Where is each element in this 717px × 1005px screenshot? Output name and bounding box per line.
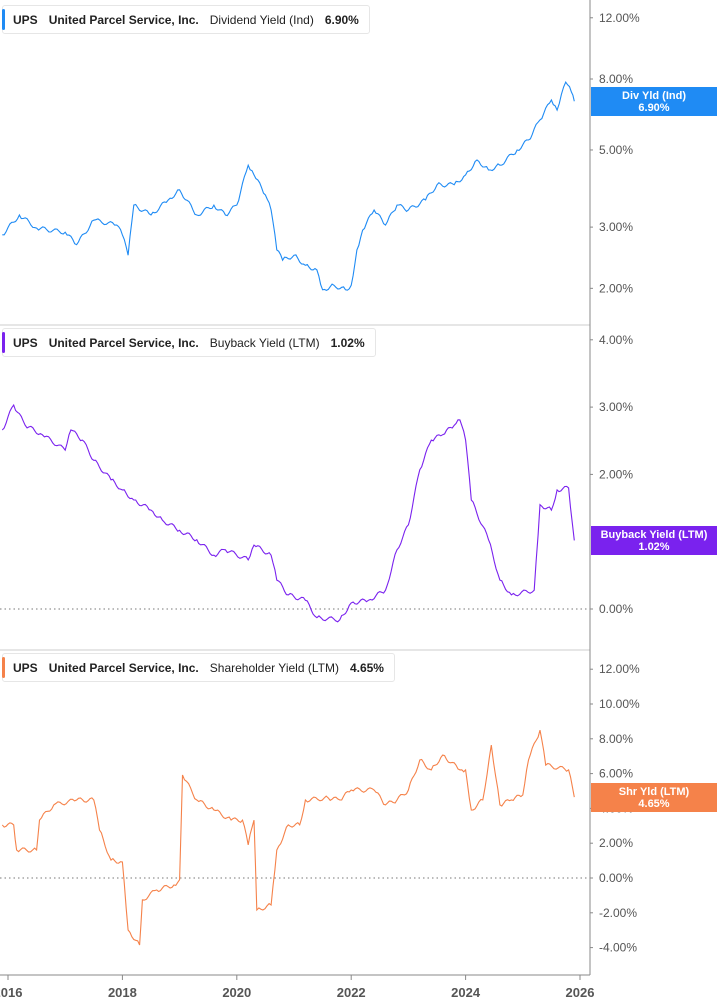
- y-tick-label: 3.00%: [599, 400, 633, 414]
- y-tick-label: 0.00%: [599, 602, 633, 616]
- series-line-dividend: [2, 80, 575, 292]
- y-tick-label: 4.00%: [599, 333, 633, 347]
- series-line-buyback: [1, 403, 575, 623]
- legend-value: 4.65%: [349, 660, 384, 675]
- last-value-tag-buyback: Buyback Yield (LTM) 1.02%: [591, 526, 717, 555]
- y-tick-label: 6.00%: [599, 767, 633, 781]
- legend-metric: Dividend Yield (Ind): [209, 12, 314, 27]
- legend-value: 6.90%: [324, 12, 359, 27]
- legend-ticker: UPS: [13, 335, 38, 350]
- y-tick-label: -4.00%: [599, 941, 637, 955]
- series-line-shareholder: [1, 729, 575, 946]
- legend-ticker: UPS: [13, 660, 38, 675]
- legend-ticker: UPS: [13, 12, 38, 27]
- tag-label: Div Yld (Ind): [622, 90, 686, 102]
- legend-company: United Parcel Service, Inc.: [48, 660, 199, 675]
- y-tick-label: 3.00%: [599, 220, 633, 234]
- legend-buyback: UPS United Parcel Service, Inc. Buyback …: [2, 328, 376, 357]
- tag-value: 4.65%: [638, 798, 670, 810]
- x-tick-label: 2020: [222, 985, 251, 1000]
- y-tick-label: 2.00%: [599, 836, 633, 850]
- tag-value: 1.02%: [638, 541, 670, 553]
- legend-company: United Parcel Service, Inc.: [48, 335, 199, 350]
- y-tick-label: 5.00%: [599, 143, 633, 157]
- x-tick-label: 2022: [337, 985, 366, 1000]
- y-tick-label: 2.00%: [599, 467, 633, 481]
- x-tick-label: 2016: [0, 985, 22, 1000]
- tag-value: 6.90%: [638, 102, 670, 114]
- y-tick-label: 0.00%: [599, 871, 633, 885]
- y-tick-label: 10.00%: [599, 697, 640, 711]
- tag-label: Buyback Yield (LTM): [600, 529, 708, 541]
- y-tick-label: 2.00%: [599, 281, 633, 295]
- y-tick-label: 12.00%: [599, 662, 640, 676]
- legend-color-bar: [2, 657, 5, 678]
- tag-label: Shr Yld (LTM): [618, 786, 690, 798]
- last-value-tag-shareholder: Shr Yld (LTM) 4.65%: [591, 783, 717, 812]
- y-tick-label: 8.00%: [599, 732, 633, 746]
- x-tick-label: 2024: [451, 985, 481, 1000]
- y-tick-label: 12.00%: [599, 11, 640, 25]
- x-tick-label: 2026: [566, 985, 595, 1000]
- last-value-tag-dividend: Div Yld (Ind) 6.90%: [591, 87, 717, 116]
- legend-dividend: UPS United Parcel Service, Inc. Dividend…: [2, 5, 370, 34]
- legend-metric: Shareholder Yield (LTM): [209, 660, 339, 675]
- legend-shareholder: UPS United Parcel Service, Inc. Sharehol…: [2, 653, 395, 682]
- x-tick-label: 2018: [108, 985, 137, 1000]
- legend-color-bar: [2, 9, 5, 30]
- legend-company: United Parcel Service, Inc.: [48, 12, 199, 27]
- legend-metric: Buyback Yield (LTM): [209, 335, 320, 350]
- y-tick-label: -2.00%: [599, 906, 637, 920]
- legend-color-bar: [2, 332, 5, 353]
- legend-value: 1.02%: [330, 335, 365, 350]
- y-tick-label: 8.00%: [599, 72, 633, 86]
